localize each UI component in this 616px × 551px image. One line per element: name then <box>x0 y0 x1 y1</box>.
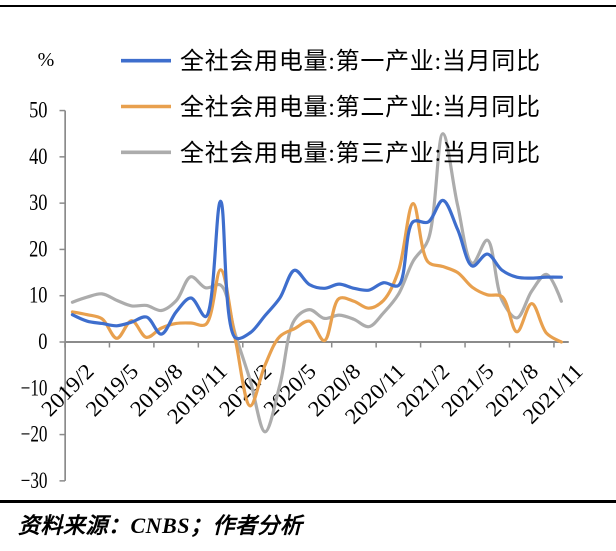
legend-label: 全社会用电量:第三产业:当月同比 <box>180 140 540 167</box>
primary-industry-line <box>70 198 563 341</box>
bottom-divider <box>0 500 616 503</box>
legend-label: 全社会用电量:第二产业:当月同比 <box>180 94 540 121</box>
y-tick-label: 10 <box>29 283 47 308</box>
y-tick-label: 0 <box>38 329 47 354</box>
tertiary-industry-line <box>70 132 563 434</box>
y-tick-label: −10 <box>21 375 48 400</box>
y-tick-label: −30 <box>21 468 48 493</box>
y-tick-label: 40 <box>29 144 47 169</box>
y-tick-label: 30 <box>29 190 47 215</box>
y-tick-label: 20 <box>29 236 47 261</box>
secondary-industry-line <box>70 201 563 408</box>
y-tick-label: −20 <box>21 422 48 447</box>
legend-label: 全社会用电量:第一产业:当月同比 <box>180 48 540 75</box>
source-note: 资料来源：CNBS；作者分析 <box>18 513 303 538</box>
top-divider <box>0 4 616 8</box>
y-tick-label: 50 <box>29 98 47 123</box>
y-axis-unit-label: % <box>38 49 55 71</box>
